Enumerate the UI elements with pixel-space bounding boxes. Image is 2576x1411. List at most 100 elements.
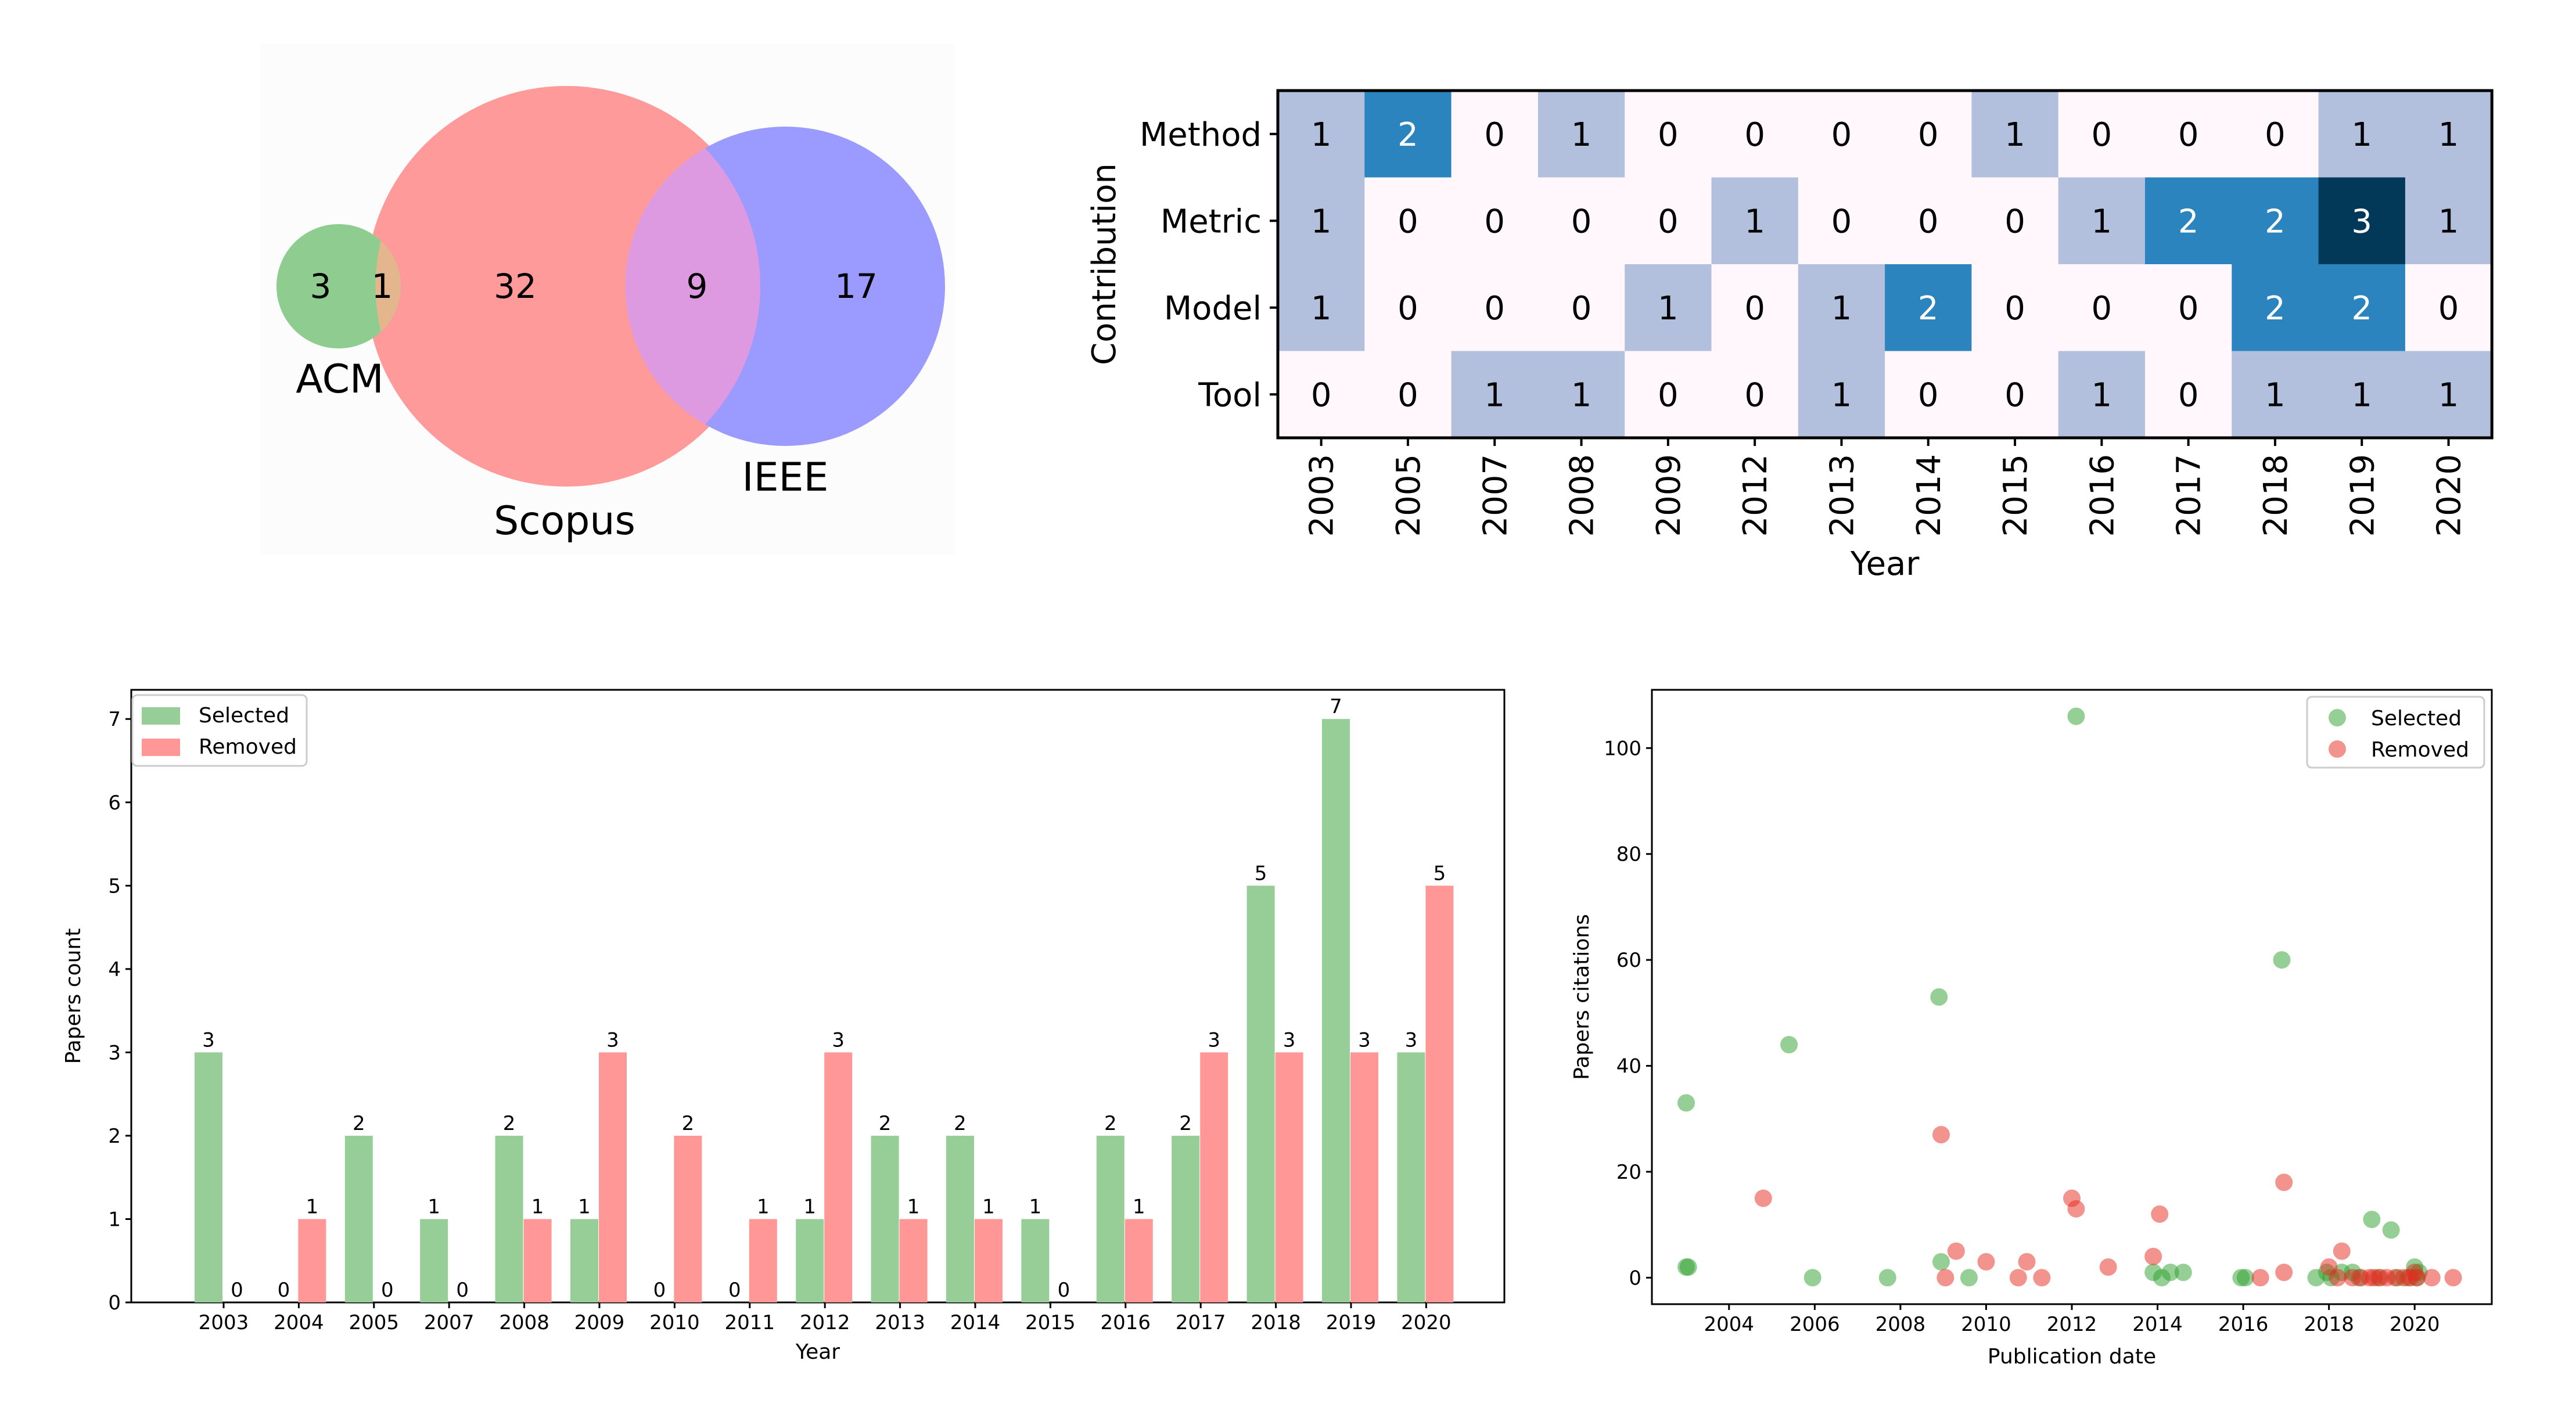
bar-selected [420, 1219, 448, 1302]
bar-data-label: 2 [879, 1112, 892, 1135]
heatmap-xtick-label: 2009 [1650, 454, 1688, 537]
bar-data-label: 2 [954, 1112, 967, 1135]
venn-overlap-scopus-ieee [625, 148, 761, 424]
heatmap-cell-label: 0 [2004, 203, 2025, 240]
heatmap-cell [2232, 264, 2319, 352]
bar-xtick-label: 2009 [574, 1311, 625, 1334]
heatmap-chart: 1 2 0 1 0 0 0 0 1 0 0 0 1 1 1 0 0 0 0 1 0 0 0 1 2 2 3 1 1 0 0 0 1 0 1 2 0 0 0 2… [1086, 89, 2494, 583]
scatter-legend: Selected Removed [2306, 696, 2485, 769]
bar-data-label: 1 [907, 1195, 920, 1218]
heatmap-cell [1885, 177, 1972, 265]
heatmap-cell-label: 1 [1311, 290, 1332, 327]
bar-xtick-label: 2019 [1326, 1311, 1377, 1334]
heatmap-cell [1364, 351, 1452, 438]
bar-ytick-label: 2 [108, 1125, 121, 1148]
bar-data-label: 1 [757, 1195, 770, 1218]
bar-xtick-label: 2020 [1401, 1311, 1452, 1334]
heatmap-cell-label: 1 [1311, 203, 1332, 240]
heatmap-cell [2232, 177, 2319, 265]
heatmap-cell-label: 0 [1918, 116, 1939, 154]
heatmap-cell-label: 0 [1484, 116, 1505, 154]
bar-data-label: 7 [1330, 695, 1342, 718]
scatter-legend-label: Selected [2371, 707, 2462, 730]
heatmap-cell-label: 1 [1484, 376, 1505, 414]
bar-removed [899, 1219, 928, 1302]
bar-xtick-label: 2018 [1251, 1311, 1301, 1334]
heatmap-frame [1276, 89, 2494, 440]
heatmap-cell [2058, 177, 2146, 265]
heatmap-cell [1364, 177, 1452, 265]
bar-selected [344, 1135, 373, 1302]
scatter-point-selected [1930, 988, 1948, 1006]
venn-label-scopus: Scopus [494, 498, 635, 544]
bar-x-axis-label: Year [795, 1340, 840, 1364]
heatmap-cell [1451, 351, 1539, 438]
bar-data-label: 0 [231, 1279, 243, 1302]
scatter-xtick-label: 2014 [2132, 1313, 2183, 1336]
scatter-xtick-label: 2008 [1876, 1313, 1926, 1336]
heatmap-x-axis-label: Year [1850, 545, 1920, 583]
heatmap-cell-label: 1 [1311, 116, 1332, 154]
bar-data-label: 3 [832, 1028, 845, 1052]
heatmap-cell [2058, 91, 2146, 178]
heatmap-cell [1625, 177, 1712, 265]
heatmap-cell [2318, 177, 2406, 265]
heatmap-xtick-label: 2020 [2431, 454, 2469, 537]
heatmap-cell [1625, 351, 1712, 438]
scatter-point-removed [2144, 1247, 2162, 1265]
heatmap-xtick-label: 2015 [1997, 454, 2035, 537]
bar-data-label: 0 [1058, 1279, 1070, 1302]
bar-removed [1275, 1052, 1303, 1302]
heatmap-cell-label: 2 [1397, 116, 1418, 154]
heatmap-cell [1278, 177, 1365, 265]
heatmap-cell-label: 0 [1658, 116, 1679, 154]
scatter-xtick-label: 2010 [1961, 1313, 2011, 1336]
heatmap-cell [2405, 177, 2492, 265]
heatmap-cell-label: 1 [2092, 203, 2112, 240]
scatter-ytick-label: 20 [1616, 1161, 1641, 1184]
scatter-point-removed [2018, 1253, 2036, 1271]
heatmap-cell [1537, 264, 1625, 352]
heatmap-cell-label: 0 [1311, 376, 1332, 414]
bar-selected [195, 1052, 222, 1302]
heatmap-cell-label: 1 [2351, 376, 2372, 414]
scatter-xtick-label: 2018 [2304, 1313, 2354, 1336]
scatter-point-removed [2099, 1258, 2117, 1276]
bar-data-label: 5 [1255, 862, 1267, 885]
heatmap-cell [2145, 91, 2232, 178]
heatmap-cell-label: 0 [1397, 203, 1418, 240]
heatmap-cell [2058, 351, 2146, 438]
heatmap-cell-label: 1 [2092, 376, 2112, 414]
venn-count-acm-only: 3 [310, 267, 332, 306]
heatmap-cell [1278, 91, 1365, 178]
heatmap-cell-label: 2 [2178, 203, 2199, 240]
bar-selected [1397, 1052, 1425, 1302]
bar-data-label: 2 [353, 1112, 365, 1135]
heatmap-cell [1537, 177, 1625, 265]
heatmap-cell-label: 1 [2438, 376, 2459, 414]
scatter-point-selected [2161, 1264, 2179, 1282]
heatmap-cell [1364, 264, 1452, 352]
scatter-point-selected [2273, 951, 2291, 969]
heatmap-xtick-label: 2019 [2344, 454, 2381, 537]
venn-count-acm-scopus: 1 [372, 267, 393, 306]
bar-data-label: 3 [202, 1028, 215, 1052]
bar-data-label: 3 [1358, 1028, 1371, 1052]
bar-selected [495, 1135, 523, 1302]
bar-xtick-label: 2014 [950, 1311, 1001, 1334]
heatmap-cell-label: 0 [2178, 290, 2199, 327]
bar-data-label: 1 [306, 1195, 319, 1218]
bar-ytick-label: 5 [108, 874, 121, 898]
heatmap-cell-label: 2 [2351, 290, 2372, 327]
scatter-chart: 0 20 40 60 80 100 2004 2006 2008 2010 2012 2014 2016… [1570, 689, 2493, 1369]
heatmap-cell-label: 0 [1831, 116, 1852, 154]
heatmap-cell-label: 0 [1658, 376, 1679, 414]
heatmap-cell-label: 1 [2438, 203, 2459, 240]
bar-data-label: 0 [381, 1279, 394, 1302]
heatmap-cell-label: 0 [2004, 376, 2025, 414]
scatter-point-removed [2033, 1269, 2051, 1287]
scatter-point-selected [1677, 1094, 1695, 1112]
venn-count-scopus-ieee: 9 [687, 267, 708, 306]
venn-count-scopus-only: 32 [494, 267, 537, 306]
heatmap-cell [1451, 264, 1539, 352]
